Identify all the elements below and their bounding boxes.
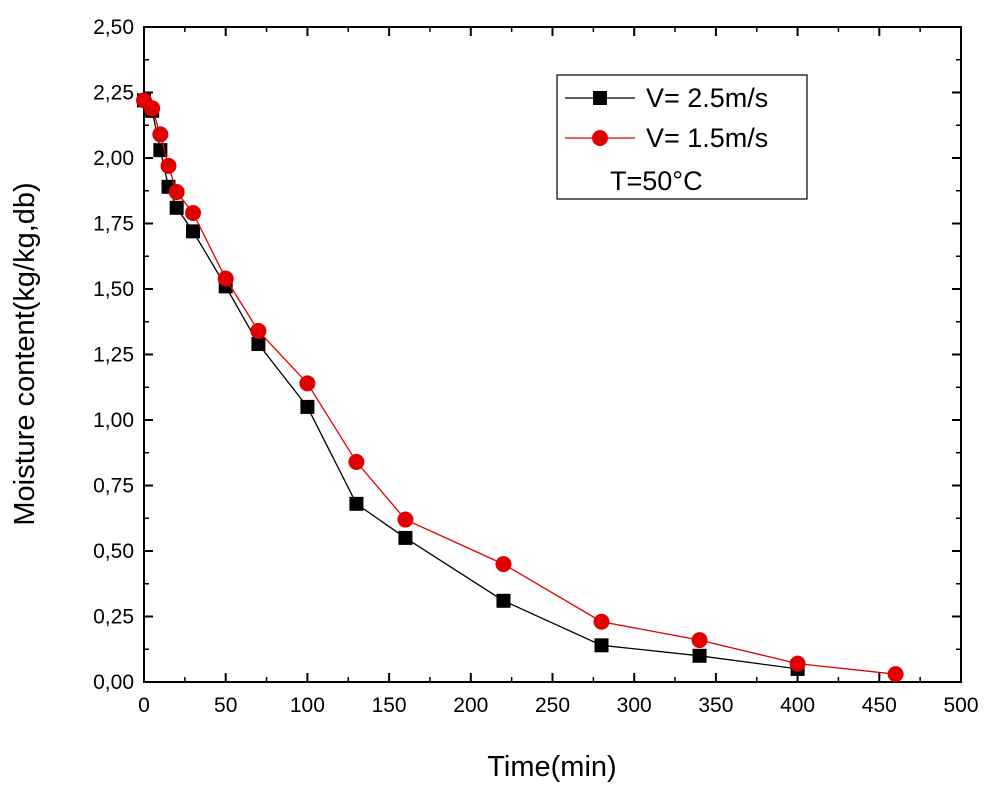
data-point [169,200,184,215]
data-point [691,632,708,649]
data-point [349,496,364,511]
data-point [496,593,511,608]
data-point [398,530,413,545]
x-tick-label: 0 [138,694,150,717]
axis-ticks: 0 50 100 150 200 250 300 350 400 450 500 0,00 0,25 0,… [93,16,978,717]
x-tick-label: 350 [698,694,733,717]
x-tick-label: 150 [372,694,407,717]
x-tick-label: 450 [862,694,897,717]
data-point [251,337,266,352]
legend: V= 2.5m/s V= 1.5m/s T=50°C [556,74,808,200]
y-tick-label: 1,00 [93,409,134,432]
data-point [495,556,512,573]
data-point [299,375,316,392]
data-point [300,399,315,414]
data-point [185,205,202,222]
data-point [348,453,365,470]
legend-label: V= 2.5m/s [646,83,768,113]
data-point [144,100,161,117]
legend-entry-1: V= 2.5m/s [565,83,768,113]
y-tick-label: 2,25 [93,82,134,105]
y-tick-label: 1,25 [93,344,134,367]
data-point [186,224,201,239]
x-tick-label: 50 [214,694,237,717]
y-tick-label: 2,50 [93,16,134,39]
data-point [397,511,414,528]
x-tick-label: 250 [535,694,570,717]
data-point [887,666,904,683]
y-tick-label: 0,00 [93,671,134,694]
x-axis-title: Time(min) [487,751,616,783]
legend-entry-2: V= 1.5m/s [565,123,768,153]
series-line [143,99,896,675]
data-point [594,638,609,653]
legend-marker [593,91,607,105]
legend-marker [592,130,608,146]
legend-annotation: T=50°C [610,166,703,196]
y-tick-label: 0,50 [93,540,134,563]
y-axis-title: Moisture content(kg/kg,db) [9,182,41,525]
x-tick-label: 200 [453,694,488,717]
series-2 [136,92,904,683]
data-point [160,157,177,174]
y-tick-label: 1,75 [93,213,134,236]
x-tick-label: 400 [780,694,815,717]
data-point [593,613,610,630]
y-tick-label: 2,00 [93,147,134,170]
data-point [217,270,234,287]
x-tick-label: 100 [290,694,325,717]
legend-label: V= 1.5m/s [646,123,768,153]
data-point [250,322,267,339]
y-tick-label: 1,50 [93,278,134,301]
data-point [168,184,185,201]
data-point [152,126,169,143]
series-layer [136,92,904,683]
x-tick-label: 300 [617,694,652,717]
y-tick-label: 0,75 [93,475,134,498]
data-point [789,655,806,672]
x-tick-label: 500 [943,694,978,717]
y-tick-label: 0,25 [93,606,134,629]
data-point [692,648,707,663]
